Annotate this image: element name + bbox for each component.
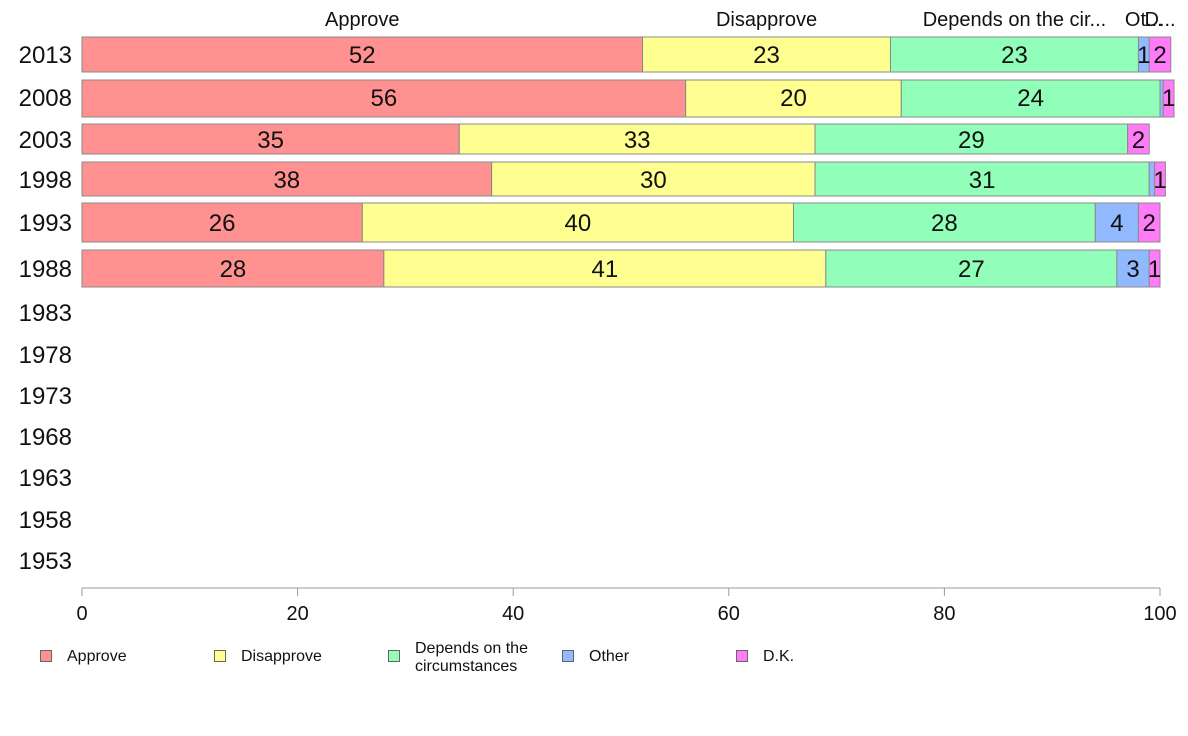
data-label: 28: [931, 210, 958, 237]
data-label: 52: [349, 42, 376, 69]
legend-label-approve: Approve: [67, 648, 127, 665]
data-label: 38: [273, 167, 300, 194]
year-label: 1998: [19, 167, 72, 194]
data-label: 23: [1001, 42, 1028, 69]
data-label: 24: [1017, 85, 1044, 112]
data-label: 29: [958, 127, 985, 154]
data-label: 1: [1153, 167, 1166, 194]
data-label: 1: [1162, 85, 1175, 112]
bar-segment: [361, 202, 794, 243]
data-label: 1: [1137, 42, 1150, 69]
bar-segment: [81, 161, 493, 197]
year-label: 1993: [19, 210, 72, 237]
year-label: 1988: [19, 256, 72, 283]
bar-segment: [1137, 202, 1161, 243]
legend-item-other: Other: [562, 640, 729, 666]
stacked-bar-chart: Approve Disapprove Depends on the cir... Ot…: [19, 9, 1177, 625]
data-label: 31: [969, 167, 996, 194]
bar-segment: [383, 249, 827, 288]
bar-segment: [1127, 123, 1150, 155]
legend-item-approve: Approve: [40, 640, 207, 666]
series-header-label: Approve: [325, 9, 400, 31]
data-label: 56: [370, 85, 397, 112]
x-tick-label: 80: [933, 603, 955, 625]
bar-segment: [685, 79, 902, 118]
bar-segment: [458, 123, 816, 155]
bar-segment: [1148, 36, 1172, 73]
x-tick-label: 40: [502, 603, 524, 625]
year-label: 2008: [19, 85, 72, 112]
data-label: 26: [209, 210, 236, 237]
x-axis: 0 20 40 60 80 100: [76, 587, 1177, 625]
data-label: 35: [257, 127, 284, 154]
bar-segment: [1148, 249, 1161, 288]
legend-label-depends: Depends on the circumstances: [415, 640, 528, 675]
x-tick-label: 0: [76, 603, 87, 625]
legend-swatch-depends: [388, 650, 400, 662]
data-label: 2: [1143, 210, 1156, 237]
category-axis-labels: 2013 2008 2003 1998 1993 1988 1983 1978 1973 1968…: [19, 42, 72, 575]
legend-item-disapprove: Disapprove: [214, 640, 381, 666]
legend-label-dk: D.K.: [763, 648, 795, 665]
legend-swatch-dk: [736, 650, 748, 662]
bar-segments: [81, 36, 1175, 288]
data-label: 3: [1126, 256, 1139, 283]
data-label: 4: [1110, 210, 1123, 237]
bar-segment: [900, 79, 1161, 118]
legend-item-dk: D.K.: [736, 640, 903, 666]
data-label: 2: [1132, 127, 1145, 154]
legend-label-disapprove: Disapprove: [241, 648, 322, 665]
data-label: 28: [220, 256, 247, 283]
series-header-label: D...: [1144, 9, 1175, 31]
data-label: 30: [640, 167, 667, 194]
bar-segment: [1162, 79, 1175, 118]
data-label: 23: [753, 42, 780, 69]
legend-swatch-disapprove: [214, 650, 226, 662]
legend-swatch-approve: [40, 650, 52, 662]
year-label: 2003: [19, 127, 72, 154]
year-label: 2013: [19, 42, 72, 69]
year-label: 1958: [19, 507, 72, 534]
year-label: 1968: [19, 424, 72, 451]
bar-segment: [814, 161, 1150, 197]
bar-segment: [81, 202, 363, 243]
year-label: 1953: [19, 548, 72, 575]
series-header-label: Ot...: [1125, 9, 1163, 31]
legend-item-depends: Depends on the circumstances: [388, 640, 555, 676]
year-label: 1963: [19, 465, 72, 492]
legend-swatch-other: [562, 650, 574, 662]
bar-data-labels: 52 23 23 1 256 20 24 135 33 29 238 30 31 126 40 28 4 228 4…: [209, 42, 1176, 283]
bar-segment: [792, 202, 1096, 243]
bar-segment: [642, 36, 891, 73]
legend-label-other: Other: [589, 648, 630, 665]
data-label: 20: [780, 85, 807, 112]
bar-segment: [1154, 161, 1166, 197]
data-label: 2: [1153, 42, 1166, 69]
x-tick-label: 100: [1143, 603, 1176, 625]
x-tick-label: 20: [286, 603, 308, 625]
bar-segment: [1094, 202, 1139, 243]
bar-segment: [1116, 249, 1150, 288]
series-header-labels: Approve Disapprove Depends on the cir... Ot…: [325, 9, 1176, 31]
series-header-label: Disapprove: [716, 9, 817, 31]
data-label: 41: [591, 256, 618, 283]
year-label: 1983: [19, 300, 72, 327]
data-label: 40: [565, 210, 592, 237]
bar-segment: [81, 123, 460, 155]
x-tick-label: 60: [718, 603, 740, 625]
series-header-label: Depends on the cir...: [923, 9, 1106, 31]
data-label: 1: [1148, 256, 1161, 283]
data-label: 27: [958, 256, 985, 283]
data-label: 33: [624, 127, 651, 154]
year-label: 1973: [19, 383, 72, 410]
year-label: 1978: [19, 342, 72, 369]
bar-segment: [491, 161, 816, 197]
bar-segment: [814, 123, 1129, 155]
legend: Approve Disapprove Depends on the circum…: [40, 640, 1140, 690]
